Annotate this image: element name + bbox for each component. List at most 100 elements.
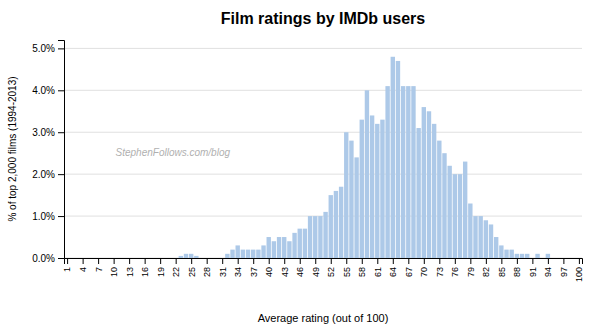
- x-tick: 88: [512, 258, 522, 277]
- x-tick-mark: [160, 258, 161, 264]
- bar: [515, 254, 519, 258]
- bar: [287, 241, 291, 258]
- y-tick-label: 5.0%: [32, 43, 55, 54]
- x-tick-label: 49: [311, 267, 321, 277]
- x-tick: 85: [497, 258, 507, 277]
- bars: [179, 57, 550, 258]
- x-tick: 43: [280, 258, 290, 277]
- bar: [411, 86, 415, 258]
- grid-line: [64, 132, 582, 133]
- x-tick: 28: [202, 258, 212, 277]
- bar: [494, 237, 498, 258]
- bar: [117, 258, 121, 259]
- x-tick-mark: [579, 258, 580, 264]
- x-tick: 73: [435, 258, 445, 277]
- bar: [458, 174, 462, 258]
- x-tick: 76: [450, 258, 460, 277]
- y-tick-label: 2.0%: [32, 169, 55, 180]
- x-tick-label: 76: [450, 267, 460, 277]
- grid: [64, 48, 582, 258]
- x-tick-mark: [563, 258, 564, 264]
- x-tick-mark: [424, 258, 425, 264]
- bar: [230, 250, 234, 258]
- bar: [401, 86, 405, 258]
- x-tick-mark: [284, 258, 285, 264]
- bar: [349, 141, 353, 258]
- bar: [132, 258, 136, 259]
- x-tick: 64: [388, 258, 398, 277]
- x-tick-label: 19: [156, 267, 166, 277]
- bar: [241, 250, 245, 258]
- bar: [391, 57, 395, 258]
- grid-line: [64, 48, 582, 49]
- x-tick-mark: [501, 258, 502, 264]
- bar: [303, 229, 307, 258]
- x-tick-label: 52: [326, 267, 336, 277]
- x-tick-mark: [269, 258, 270, 264]
- y-tick: 0.0%: [32, 253, 64, 264]
- x-tick-mark: [98, 258, 99, 264]
- bar: [267, 237, 271, 258]
- x-tick-label: 88: [512, 267, 522, 277]
- bar: [370, 115, 374, 258]
- y-axis-line: [58, 41, 65, 259]
- x-tick-mark: [548, 258, 549, 264]
- x-tick: 70: [419, 258, 429, 277]
- bar: [396, 61, 400, 258]
- x-tick: 19: [156, 258, 166, 277]
- x-tick-mark: [253, 258, 254, 264]
- bar: [225, 254, 229, 258]
- y-tick-mark: [58, 216, 64, 217]
- x-tick: 100: [574, 258, 584, 282]
- bar: [489, 224, 493, 258]
- x-tick: 55: [342, 258, 352, 277]
- x-tick-label: 16: [140, 267, 150, 277]
- bar: [499, 245, 503, 258]
- x-tick-label: 7: [93, 267, 103, 272]
- x-tick: 7: [93, 258, 103, 272]
- y-tick-mark: [58, 132, 64, 133]
- bar: [509, 250, 513, 258]
- y-axis: 0.0%1.0%2.0%3.0%4.0%5.0%: [32, 41, 64, 264]
- bar: [406, 86, 410, 258]
- x-tick-label: 70: [419, 267, 429, 277]
- x-tick-label: 40: [264, 267, 274, 277]
- bar: [80, 258, 84, 259]
- x-tick: 1: [62, 258, 72, 272]
- y-tick-mark: [58, 90, 64, 91]
- x-tick-mark: [532, 258, 533, 264]
- bar: [437, 141, 441, 258]
- bar: [179, 256, 183, 258]
- x-tick-mark: [470, 258, 471, 264]
- x-tick-label: 64: [388, 267, 398, 277]
- bar: [189, 254, 193, 258]
- x-tick-label: 43: [280, 267, 290, 277]
- bar: [504, 250, 508, 258]
- bar: [453, 174, 457, 258]
- y-tick: 4.0%: [32, 85, 64, 96]
- bar: [530, 258, 534, 259]
- bar: [204, 258, 208, 259]
- bar: [251, 250, 255, 258]
- x-tick: 82: [481, 258, 491, 277]
- x-tick: 79: [466, 258, 476, 277]
- bar: [323, 212, 327, 258]
- x-tick: 16: [140, 258, 150, 277]
- x-axis-line: [65, 259, 583, 265]
- y-tick: 3.0%: [32, 127, 64, 138]
- x-tick: 52: [326, 258, 336, 277]
- x-tick-label: 91: [528, 267, 538, 277]
- x-axis-title: Average rating (out of 100): [258, 312, 389, 324]
- x-tick: 40: [264, 258, 274, 277]
- x-tick-mark: [377, 258, 378, 264]
- bar: [473, 216, 477, 258]
- bar: [246, 250, 250, 258]
- bar: [442, 153, 446, 258]
- bar: [142, 258, 146, 259]
- bar: [484, 220, 488, 258]
- y-axis-title: % of top 2,000 films (1994-2013): [7, 76, 18, 221]
- bar: [215, 258, 219, 259]
- x-tick: 31: [218, 258, 228, 277]
- x-tick-label: 13: [125, 267, 135, 277]
- bar: [308, 216, 312, 258]
